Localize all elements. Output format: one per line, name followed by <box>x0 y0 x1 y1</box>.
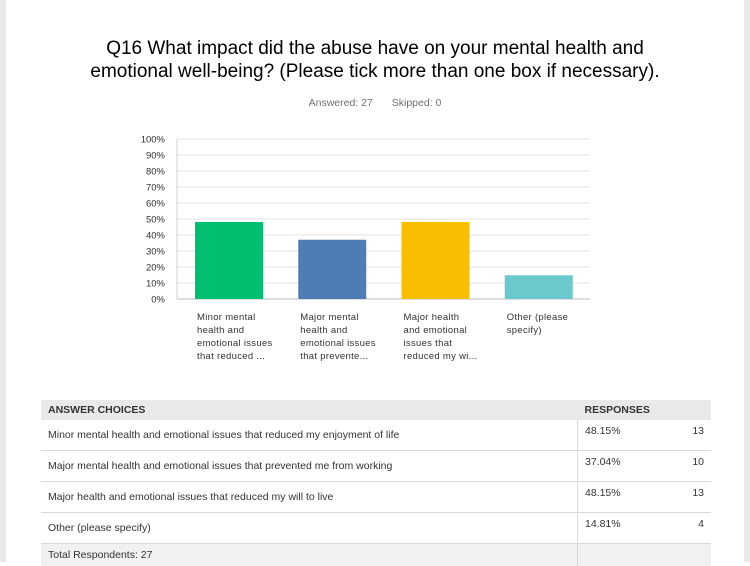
y-tick-label: 0% <box>151 295 165 306</box>
table-row: Major mental health and emotional issues… <box>41 451 711 482</box>
table-header-row: ANSWER CHOICES RESPONSES <box>41 400 711 420</box>
x-tick-label-line: and emotional <box>404 324 484 337</box>
x-tick-label-line: Minor mental <box>197 311 277 324</box>
y-tick-label: 10% <box>146 279 166 290</box>
response-percent: 37.04% <box>578 451 673 482</box>
answer-choice: Major health and emotional issues that r… <box>41 482 578 513</box>
x-tick-label-line: that reduced ... <box>197 350 277 363</box>
y-tick-label: 50% <box>146 215 166 226</box>
table-row: Other (please specify) 14.81% 4 <box>41 513 711 544</box>
answer-choice: Minor mental health and emotional issues… <box>41 420 578 451</box>
y-tick-label: 40% <box>146 231 166 242</box>
response-count: 4 <box>672 513 711 544</box>
x-tick-label-line: specify) <box>507 324 587 337</box>
response-count: 13 <box>672 482 711 513</box>
bar <box>298 240 366 299</box>
answer-choice: Other (please specify) <box>41 513 578 544</box>
bar <box>505 275 573 299</box>
response-percent: 48.15% <box>578 482 673 513</box>
x-tick-label-line: Major mental <box>300 311 380 324</box>
x-tick-label-line: reduced my wi... <box>404 350 484 363</box>
x-tick-label-line: Other (please <box>507 311 587 324</box>
x-tick-label-line: Major health <box>404 311 484 324</box>
y-tick-label: 60% <box>146 199 166 210</box>
response-percent: 48.15% <box>578 420 673 451</box>
y-tick-label: 20% <box>146 263 166 274</box>
y-tick-label: 90% <box>146 151 166 162</box>
response-count: 10 <box>672 451 711 482</box>
total-empty-cell <box>672 544 711 566</box>
y-tick-label: 70% <box>146 183 166 194</box>
response-percent: 14.81% <box>578 513 673 544</box>
response-count: 13 <box>672 420 711 451</box>
y-tick-label: 30% <box>146 247 166 258</box>
answer-table: ANSWER CHOICES RESPONSES Minor mental he… <box>41 400 711 566</box>
y-tick-label: 100% <box>141 135 166 146</box>
table-row: Major health and emotional issues that r… <box>41 482 711 513</box>
x-tick-label-line: emotional issues <box>197 337 277 350</box>
answer-choice: Major mental health and emotional issues… <box>41 451 578 482</box>
x-tick-label-line: that prevente... <box>300 350 380 363</box>
x-tick-label-line: issues that <box>404 337 484 350</box>
table-row: Minor mental health and emotional issues… <box>41 420 711 451</box>
x-tick-label-line: health and <box>197 324 277 337</box>
answer-choices-header: ANSWER CHOICES <box>41 400 578 420</box>
total-respondents: Total Respondents: 27 <box>41 544 578 566</box>
responses-header: RESPONSES <box>578 400 712 420</box>
bar <box>402 222 470 299</box>
total-row: Total Respondents: 27 <box>41 544 711 566</box>
total-empty-cell <box>578 544 673 566</box>
y-tick-label: 80% <box>146 167 166 178</box>
x-tick-label-line: health and <box>300 324 380 337</box>
bar <box>195 222 263 299</box>
x-tick-label-line: emotional issues <box>300 337 380 350</box>
